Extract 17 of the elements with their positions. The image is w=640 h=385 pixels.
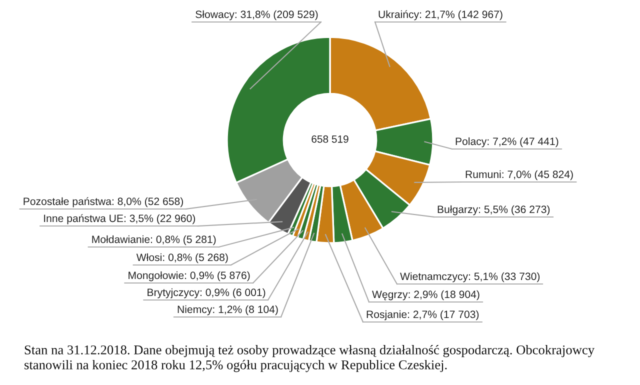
slice-label: Brytyjczycy: 0,9% (6 001) xyxy=(148,288,266,298)
slice-label: Włosi: 0,8% (5 268) xyxy=(136,253,228,264)
slice-label: Ukraińcy: 21,7% (142 967) xyxy=(378,10,502,20)
slice-label: Bułgarzy: 5,5% (36 273) xyxy=(438,205,550,216)
slice-label: Rosjanie: 2,7% (17 703) xyxy=(366,310,479,320)
slice-label: Inne państwa UE: 3,5% (22 960) xyxy=(44,214,196,224)
slice-label: Mongołowie: 0,9% (5 876) xyxy=(128,271,250,282)
text: 658 519 xyxy=(312,135,348,143)
slice-label: Pozostałe państwa: 8,0% (52 658) xyxy=(24,197,183,208)
slice-label: Rumuni: 7,0% (45 824) xyxy=(466,170,573,180)
slice-label: Wietnamczycy: 5,1% (33 730) xyxy=(400,272,540,282)
slice-label: Mołdawianie: 0,8% (5 281) xyxy=(92,235,216,246)
slice-label: Niemcy: 1,2% (8 104) xyxy=(178,305,278,316)
slice-label: Polacy: 7,2% (47 441) xyxy=(456,137,558,148)
text: Stan na 31.12.2018. Dane obejmują też osoby prowadzące własną działalność gospodarczą. Obcokrajowcy stanowili na koniec 2018 roku 12,5% ogółu pracujących w Republice Czeskiej. xyxy=(24,345,594,372)
slice-label: Słowacy: 31,8% (209 529) xyxy=(196,10,318,20)
slice-label: Węgrzy: 2,9% (18 904) xyxy=(372,290,480,300)
